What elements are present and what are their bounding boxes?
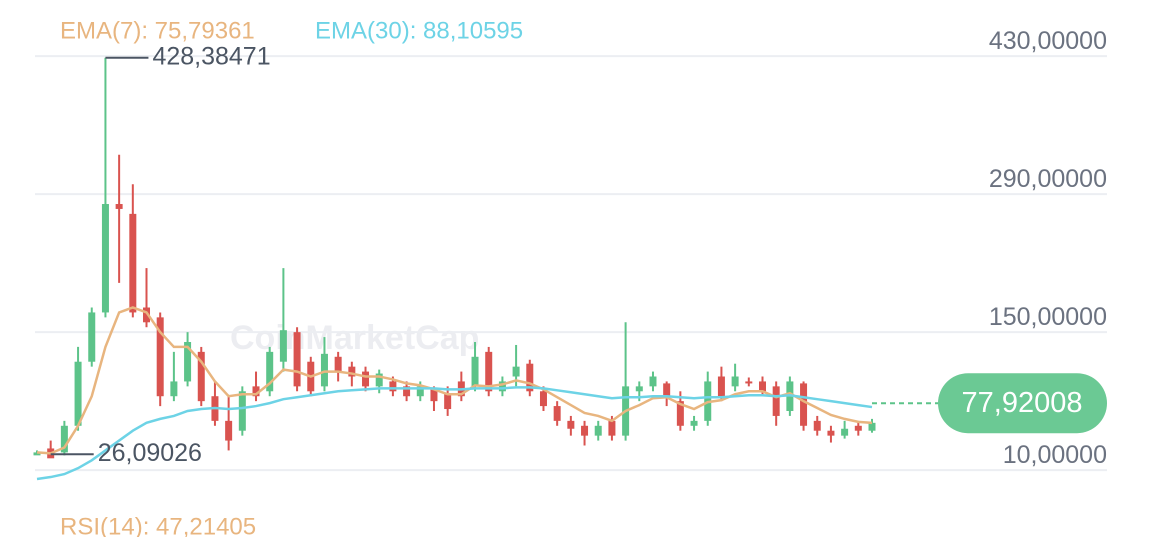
candle-body: [293, 332, 301, 387]
candle-body: [156, 317, 164, 397]
candle-body: [745, 381, 753, 384]
candle-body: [827, 430, 835, 436]
ema-line: [36, 386, 873, 481]
candle-body: [320, 353, 328, 387]
candle-body: [416, 386, 424, 397]
candle-body: [129, 213, 137, 313]
candle-body: [225, 420, 233, 441]
annotation-label: 428,38471: [152, 42, 270, 70]
candle-body: [649, 376, 657, 387]
candle-body: [581, 425, 589, 436]
candle-body: [88, 312, 96, 362]
candle-body: [485, 351, 493, 392]
candle-body: [170, 381, 178, 397]
candle-body: [33, 452, 41, 456]
candle-body: [854, 425, 862, 431]
candle-body: [266, 351, 274, 392]
price-tag: [938, 373, 1107, 434]
candle-body: [512, 366, 520, 377]
candle-body: [841, 428, 849, 436]
candle-body: [676, 401, 684, 426]
candle-body: [498, 381, 506, 392]
candle-body: [389, 381, 397, 392]
legend-entry: EMA(7): 75,79361: [60, 17, 255, 44]
candle-body: [115, 204, 123, 209]
y-tick-label: 430,00000: [989, 27, 1107, 55]
candle-body: [553, 406, 561, 421]
candle-body: [279, 330, 287, 362]
candle-body: [539, 391, 547, 407]
candle-body: [252, 386, 260, 397]
candle-body: [690, 420, 698, 426]
candle-body: [567, 420, 575, 429]
annotation-label: 26,09026: [98, 439, 202, 467]
candle-body: [594, 425, 602, 436]
candle-body: [526, 363, 534, 392]
candle-body: [362, 371, 370, 387]
candle-body: [334, 356, 342, 372]
candle-body: [758, 381, 766, 392]
candle-body: [868, 422, 876, 431]
candle-body: [800, 383, 808, 426]
candle-body: [375, 373, 383, 387]
candle-body: [60, 425, 68, 453]
candle-body: [197, 351, 205, 402]
candle-body: [101, 204, 109, 313]
candle-body: [717, 376, 725, 397]
watermark: CoinMarketCap: [230, 319, 479, 357]
footer-indicator: RSI(14): 47,21405: [60, 513, 256, 537]
candle-body: [403, 386, 411, 397]
candle-body: [184, 342, 192, 382]
candle-body: [813, 420, 821, 431]
candle-body: [731, 376, 739, 387]
candle-body: [74, 361, 82, 426]
candle-body: [143, 307, 151, 323]
candle-body: [635, 386, 643, 392]
candle-body: [471, 356, 479, 387]
candle-body: [238, 391, 246, 431]
y-tick-label: 10,00000: [1003, 441, 1107, 469]
y-tick-label: 150,00000: [989, 303, 1107, 331]
candle-body: [608, 420, 616, 436]
y-tick-label: 290,00000: [989, 165, 1107, 193]
candle-body: [772, 386, 780, 416]
candle-body: [444, 393, 452, 410]
candle-body: [663, 383, 671, 397]
price-label: 77,92008: [962, 387, 1083, 419]
candle-body: [430, 389, 438, 402]
legend-entry: EMA(30): 88,10595: [315, 17, 523, 44]
candle-body: [348, 366, 356, 377]
